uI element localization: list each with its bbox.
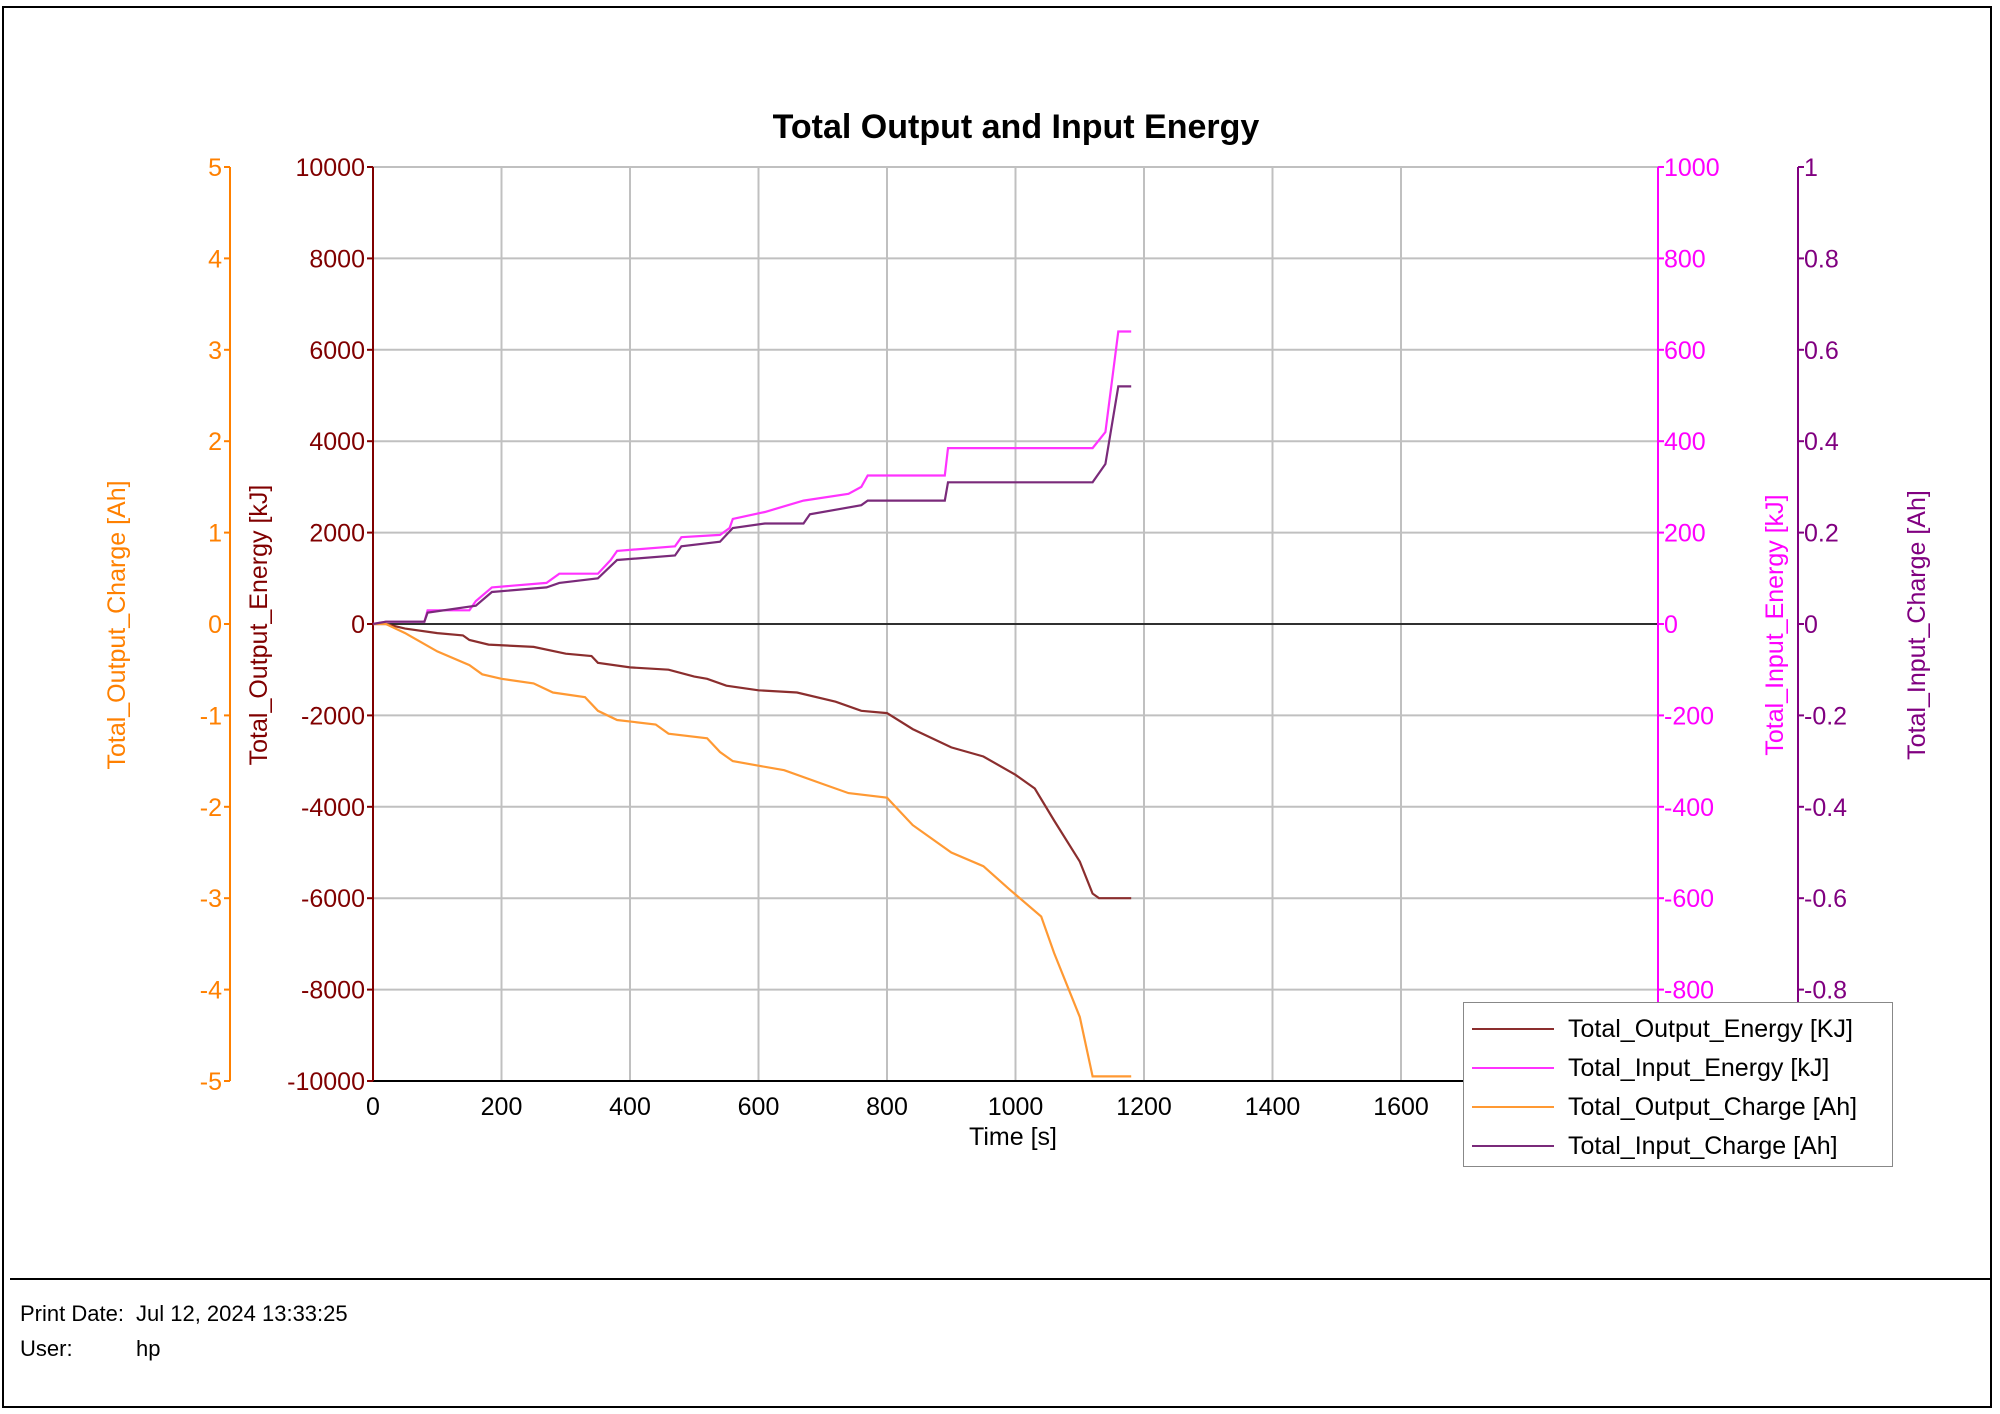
y-tick-label: -2 xyxy=(200,794,222,822)
y-tick-label: -0.8 xyxy=(1804,977,1847,1005)
x-tick-label: 1400 xyxy=(1245,1093,1301,1121)
y-tick-label: -800 xyxy=(1664,977,1714,1005)
y-tick-label: 1000 xyxy=(1664,154,1720,182)
y-tick-label: 6000 xyxy=(309,337,365,365)
y-tick-label: 1 xyxy=(1804,154,1818,182)
y-tick-label: 200 xyxy=(1664,520,1706,548)
x-tick-label: 0 xyxy=(366,1093,380,1121)
x-tick-label: 400 xyxy=(609,1093,651,1121)
print-date-label: Print Date: xyxy=(20,1301,124,1326)
y-tick-label: 1 xyxy=(208,520,222,548)
series-lines xyxy=(372,330,1132,1078)
x-tick-label: 1200 xyxy=(1116,1093,1172,1121)
x-tick-label: 1000 xyxy=(988,1093,1044,1121)
y-tick-label: 0.2 xyxy=(1804,520,1839,548)
legend-swatch xyxy=(1472,1067,1554,1069)
legend-item-input-energy: Total_Input_Energy [kJ] xyxy=(1464,1050,1829,1086)
legend-label: Total_Input_Energy [kJ] xyxy=(1568,1053,1830,1082)
y-tick-label: -400 xyxy=(1664,794,1714,822)
x-tick-label: 1600 xyxy=(1373,1093,1429,1121)
series-line-output-charge xyxy=(373,622,1132,1078)
legend-label: Total_Output_Energy [KJ] xyxy=(1568,1014,1853,1043)
legend-label: Total_Output_Charge [Ah] xyxy=(1568,1092,1858,1121)
y-tick-label: 0.8 xyxy=(1804,245,1839,273)
y-tick-label: -200 xyxy=(1664,702,1714,730)
x-tick-label: 600 xyxy=(738,1093,780,1121)
legend-swatch xyxy=(1472,1106,1554,1108)
y-tick-label: -4000 xyxy=(301,794,365,822)
y-tick-label: 400 xyxy=(1664,428,1706,456)
y-tick-label: 8000 xyxy=(309,245,365,273)
chart-title: Total Output and Input Energy xyxy=(773,108,1260,146)
y-tick-label: 4000 xyxy=(309,428,365,456)
series-line-output-energy xyxy=(373,622,1132,900)
x-tick-label: 800 xyxy=(866,1093,908,1121)
output-charge-axis-label: Total_Output_Charge [Ah] xyxy=(103,480,131,769)
y-tick-label: -1 xyxy=(200,702,222,730)
y-tick-label: -8000 xyxy=(301,977,365,1005)
print-date-value: Jul 12, 2024 13:33:25 xyxy=(136,1301,348,1326)
y-tick-label: -10000 xyxy=(287,1068,365,1096)
legend-item-output-energy: Total_Output_Energy [KJ] xyxy=(1464,1011,1853,1047)
y-tick-label: -0.2 xyxy=(1804,702,1847,730)
y-tick-label: 600 xyxy=(1664,337,1706,365)
output-energy-axis-label: Total_Output_Energy [kJ] xyxy=(245,485,273,766)
y-tick-label: 2000 xyxy=(309,520,365,548)
legend-swatch xyxy=(1472,1145,1554,1147)
legend-swatch xyxy=(1472,1028,1554,1030)
y-tick-label: -600 xyxy=(1664,885,1714,913)
y-tick-label: 0 xyxy=(1664,611,1678,639)
series-line-input-energy xyxy=(372,330,1132,626)
y-tick-label: 0 xyxy=(1804,611,1818,639)
y-tick-label: -3 xyxy=(200,885,222,913)
y-tick-label: 0.4 xyxy=(1804,428,1839,456)
y-tick-label: 3 xyxy=(208,337,222,365)
y-tick-label: 0 xyxy=(208,611,222,639)
series-line-input-charge xyxy=(372,385,1132,626)
y-tick-label: 10000 xyxy=(295,154,365,182)
legend-item-input-charge: Total_Input_Charge [Ah] xyxy=(1464,1128,1838,1164)
legend: Total_Output_Energy [KJ] Total_Input_Ene… xyxy=(1463,1002,1893,1167)
user-label: User: xyxy=(20,1336,73,1361)
user-value: hp xyxy=(136,1336,161,1361)
y-tick-label: -0.4 xyxy=(1804,794,1847,822)
axes: 0 200 400 600 800 1000 1200 1400 1600543210-1-2-… xyxy=(200,154,1847,1121)
x-tick-label: 200 xyxy=(481,1093,523,1121)
y-tick-label: -6000 xyxy=(301,885,365,913)
footer-divider xyxy=(10,1278,1990,1280)
input-energy-axis-label: Total_Input_Energy [kJ] xyxy=(1761,494,1789,755)
y-tick-label: 4 xyxy=(208,245,222,273)
y-tick-label: 0.6 xyxy=(1804,337,1839,365)
report-frame xyxy=(2,6,1992,1408)
y-tick-label: 800 xyxy=(1664,245,1706,273)
y-tick-label: -5 xyxy=(200,1068,222,1096)
y-tick-label: -4 xyxy=(200,977,222,1005)
y-tick-label: -2000 xyxy=(301,702,365,730)
y-tick-label: 0 xyxy=(351,611,365,639)
x-axis-label: Time [s] xyxy=(969,1123,1057,1151)
legend-label: Total_Input_Charge [Ah] xyxy=(1568,1131,1838,1160)
y-tick-label: -0.6 xyxy=(1804,885,1847,913)
y-tick-label: 5 xyxy=(208,154,222,182)
input-charge-axis-label: Total_Input_Charge [Ah] xyxy=(1903,490,1931,760)
legend-item-output-charge: Total_Output_Charge [Ah] xyxy=(1464,1089,1857,1125)
y-tick-label: 2 xyxy=(208,428,222,456)
